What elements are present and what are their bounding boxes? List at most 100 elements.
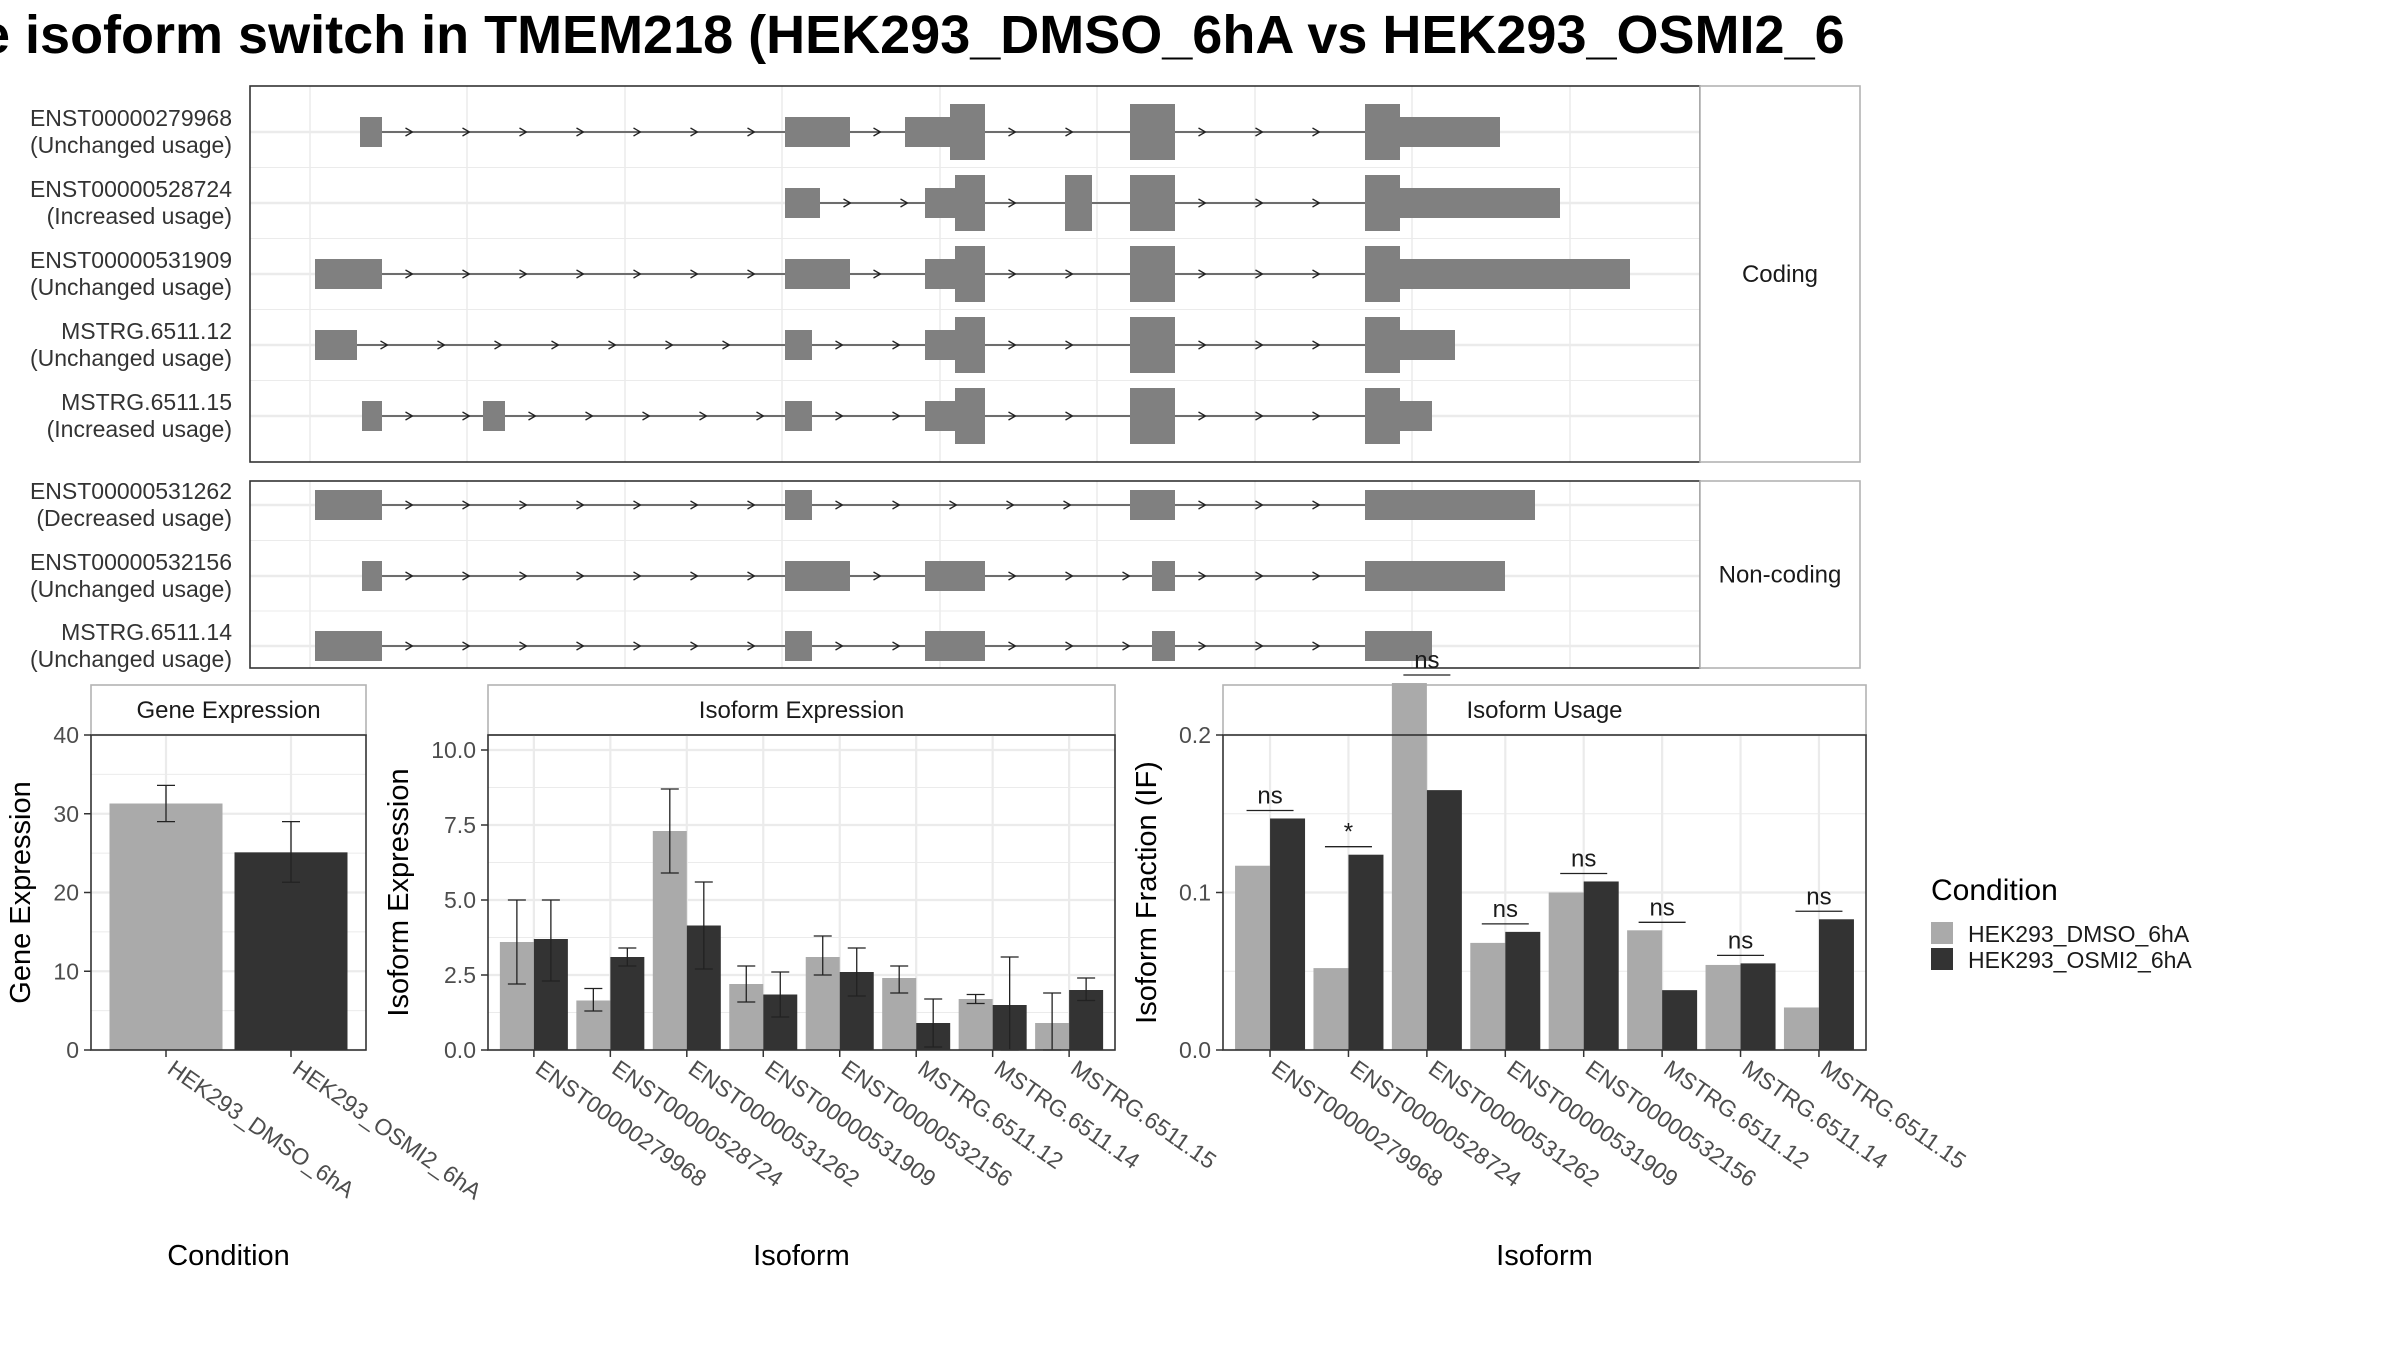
exon-block [1365, 490, 1535, 520]
exon-block [362, 561, 382, 591]
strand-arrow [633, 269, 642, 279]
exon-block [785, 330, 812, 360]
exon-block [925, 631, 985, 661]
bar [1235, 865, 1271, 1050]
strand-arrow [1008, 340, 1017, 350]
strand-arrow [1198, 269, 1207, 279]
exon-block [1400, 401, 1432, 431]
exon-block [785, 259, 850, 289]
strand-arrow [1008, 269, 1017, 279]
strand-arrow [1008, 127, 1017, 137]
significance-label: ns [1493, 896, 1518, 923]
y-tick-label: 7.5 [444, 812, 476, 838]
strand-arrow [462, 641, 471, 651]
strand-arrow [1008, 198, 1017, 208]
strand-arrow [1198, 500, 1207, 510]
strand-arrow [1008, 641, 1017, 651]
isoform-usage-label: (Unchanged usage) [30, 345, 232, 371]
strand-arrow [1312, 411, 1321, 421]
strand-arrow [690, 269, 699, 279]
significance-label: ns [1571, 845, 1596, 872]
isoform-expression-chart: Isoform Expression0.02.55.07.510.0ENST00… [383, 684, 1221, 1272]
exon-block [362, 401, 382, 431]
exon-block [1365, 175, 1400, 231]
exon-block [955, 246, 985, 302]
strand-arrow [462, 571, 471, 581]
isoform-usage-label: (Unchanged usage) [30, 576, 232, 602]
exon-block [905, 117, 950, 147]
exon-block [1365, 104, 1400, 160]
strand-arrow [892, 500, 901, 510]
exon-block [1130, 317, 1175, 373]
y-tick-label: 0.0 [1179, 1037, 1211, 1063]
strand-arrow [873, 127, 882, 137]
strand-arrow [608, 340, 617, 350]
facet-title: Isoform Usage [1466, 697, 1622, 724]
strand-arrow [1198, 198, 1207, 208]
significance-label: ns [1257, 782, 1282, 809]
strand-arrow [892, 411, 901, 421]
strand-arrow [1255, 641, 1264, 651]
exon-block [785, 490, 812, 520]
exon-block [1400, 259, 1630, 289]
exon-block [1130, 246, 1175, 302]
y-tick-label: 20 [53, 880, 79, 906]
strand-arrow [900, 198, 909, 208]
exon-block [955, 388, 985, 444]
strand-arrow [1312, 269, 1321, 279]
exon-block [1400, 188, 1560, 218]
exon-block [1130, 388, 1175, 444]
strand-arrow [1065, 411, 1074, 421]
strand-arrow [1065, 269, 1074, 279]
x-axis-title: Isoform [1496, 1240, 1593, 1272]
strand-arrow [892, 340, 901, 350]
isoform-usage-label: (Increased usage) [47, 203, 232, 229]
strand-arrow [1312, 340, 1321, 350]
strand-arrow [835, 411, 844, 421]
isoform-id-label: ENST00000531909 [30, 247, 232, 273]
strand-arrow [1312, 641, 1321, 651]
coding-strip [1699, 85, 1861, 463]
exon-block [950, 104, 985, 160]
strand-arrow [843, 198, 852, 208]
y-tick-label: 10 [53, 958, 79, 984]
significance-label: ns [1728, 927, 1753, 954]
exon-block [483, 401, 505, 431]
bar [1818, 919, 1854, 1050]
bar [1662, 990, 1698, 1050]
exon-block [1400, 117, 1500, 147]
exon-block [1065, 175, 1092, 231]
facet-strip [487, 684, 1116, 736]
strand-arrow [462, 500, 471, 510]
strand-arrow [1255, 198, 1264, 208]
exon-block [925, 259, 955, 289]
exon-block [1365, 631, 1432, 661]
strand-arrow [576, 127, 585, 137]
strand-arrow [690, 641, 699, 651]
strand-arrow [576, 500, 585, 510]
exon-block [1365, 317, 1400, 373]
noncoding-strip-label: Non-coding [1719, 562, 1842, 589]
bar [1270, 818, 1306, 1050]
isoform-usage-label: (Decreased usage) [36, 505, 232, 531]
bar [1627, 930, 1663, 1050]
exon-block [315, 259, 382, 289]
exon-block [955, 175, 985, 231]
strand-arrow [642, 411, 651, 421]
bar [1583, 881, 1619, 1050]
bar [1705, 964, 1741, 1050]
strand-arrow [437, 340, 446, 350]
strand-arrow [892, 641, 901, 651]
strand-arrow [690, 500, 699, 510]
strand-arrow [519, 500, 528, 510]
strand-arrow [747, 571, 756, 581]
strand-arrow [462, 411, 471, 421]
strand-arrow [1198, 571, 1207, 581]
isoform-usage-label: (Increased usage) [47, 416, 232, 442]
bar [1548, 892, 1584, 1050]
strand-arrow [519, 269, 528, 279]
strand-arrow [747, 127, 756, 137]
strand-arrow [747, 641, 756, 651]
exon-block [1130, 104, 1175, 160]
